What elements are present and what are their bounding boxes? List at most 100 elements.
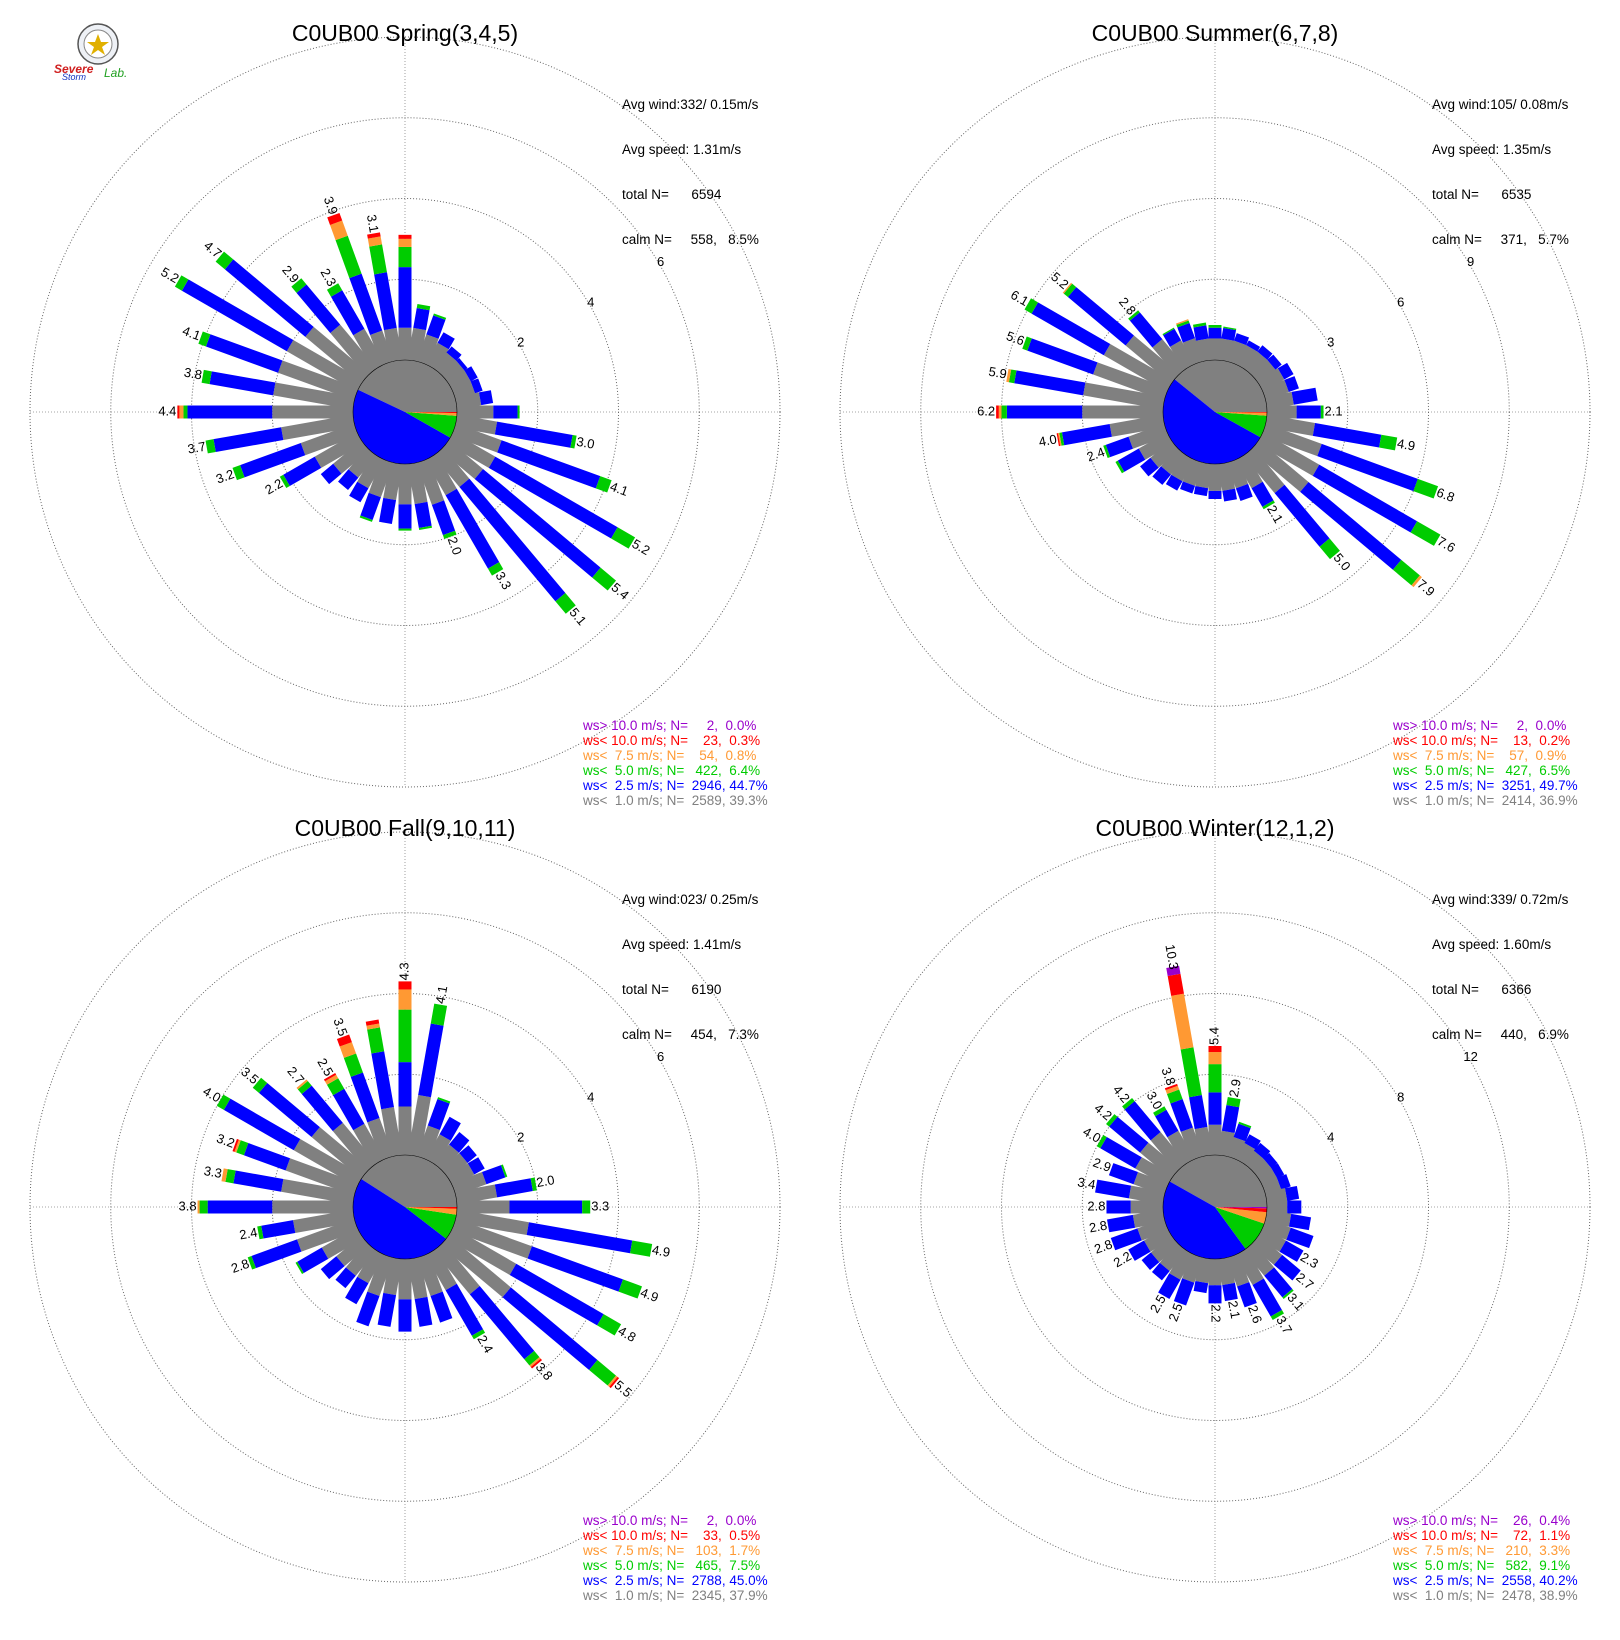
rose-bar-segment [1235, 1142, 1256, 1166]
calm-n: calm N= 454, 7.3% [622, 1027, 759, 1042]
rose-bar-segment [1171, 453, 1195, 482]
calm-pie-slice [1163, 1181, 1246, 1260]
rose-bar-segment [1170, 1099, 1193, 1132]
rose-bar-segment [357, 453, 385, 489]
calm-pie-slice [1215, 412, 1267, 438]
rose-bar-segment [1287, 1200, 1302, 1214]
rose-bar-segment [1151, 1262, 1170, 1281]
rose-bar-segment [327, 212, 343, 225]
rose-bar-segment [279, 474, 290, 489]
rose-bar-segment [381, 1106, 403, 1157]
rose-bar-segment [529, 1357, 541, 1367]
rose-bar-segment [398, 1299, 412, 1332]
rose-bar-segment [442, 530, 457, 539]
rose-bar-segment [1234, 333, 1250, 346]
rose-bar-segment [592, 567, 617, 591]
rose-bar-segment [187, 405, 273, 419]
radial-tick-label: 8 [1397, 1089, 1404, 1104]
rose-bar-segment [1169, 1248, 1195, 1280]
rose-bar-segment [1265, 414, 1316, 436]
rose-bar-segment [398, 989, 412, 1010]
calm-pie-slice [1215, 1207, 1267, 1224]
calm-circle [352, 359, 458, 465]
rose-bar-segment [1261, 423, 1322, 457]
chart-title: C0UB00 Summer(6,7,8) [1091, 20, 1339, 46]
avg-wind: Avg wind:023/ 0.25m/s [622, 892, 759, 907]
rose-bar-segment [374, 272, 397, 331]
rose-bar-segment [433, 352, 457, 377]
rose-bar-segment [234, 1139, 241, 1153]
rose-bar-segment [293, 1209, 355, 1233]
rose-bar-segment [353, 328, 385, 371]
rose-bar-segment [1115, 460, 1125, 474]
rose-bar-segment [207, 1200, 273, 1214]
rose-bar-segment [1410, 521, 1441, 546]
bar-total-label: 3.8 [179, 1198, 197, 1213]
rose-bar-segment [407, 1257, 428, 1300]
rose-bar-segment [431, 500, 456, 536]
rose-bar-segment [326, 283, 343, 297]
rose-bar-segment [338, 469, 359, 491]
rose-bar-segment [1193, 485, 1209, 497]
rose-bar-segment [179, 405, 184, 419]
rose-bar-segment [1296, 405, 1321, 419]
avg-wind: Avg wind:105/ 0.08m/s [1432, 97, 1569, 112]
rose-bar-segment [1226, 340, 1247, 366]
rose-bar-segment [996, 405, 999, 419]
rose-bar-segment [1208, 327, 1222, 339]
bar-total-label: 4.9 [651, 1242, 671, 1260]
rose-bar-segment [1261, 1218, 1291, 1240]
logo-text-right: Lab. [104, 66, 128, 80]
rose-bar-segment [998, 405, 1002, 419]
rose-bar-segment [1208, 490, 1222, 499]
rose-bar-segment [1159, 1242, 1187, 1272]
rose-bar-segment [366, 1023, 380, 1030]
lab-logo: Severe Storm Lab. [50, 22, 150, 84]
rose-bar-segment [273, 382, 355, 410]
rose-bar-segment [1256, 1227, 1287, 1252]
rose-bar-segment [1152, 466, 1171, 485]
rose-bar-segment [286, 339, 364, 392]
radial-ring [1081, 1073, 1349, 1341]
rose-bar-segment [413, 307, 430, 331]
rose-bar-segment [446, 346, 462, 361]
legend-entry: ws< 7.5 m/s; N= 210, 3.3% [1393, 1543, 1571, 1558]
rose-bar-segment [481, 1165, 506, 1185]
rose-bar-segment [1062, 282, 1073, 294]
rose-bar-segment [1180, 1127, 1204, 1161]
bar-total-label: 4.4 [158, 403, 176, 418]
rose-bar-segment [524, 1350, 540, 1366]
calm-n: calm N= 371, 5.7% [1432, 232, 1569, 247]
rose-bar-segment [283, 456, 322, 487]
rose-bar-segment [311, 1127, 370, 1179]
rose-bar-segment [1267, 354, 1282, 370]
rose-bar-segment [1117, 448, 1146, 472]
rose-bar-segment [320, 1256, 345, 1280]
rose-bar-segment [1320, 405, 1324, 419]
bar-total-label: 3.0 [575, 434, 595, 452]
rose-bar-segment [215, 251, 234, 270]
seal-icon [77, 23, 119, 65]
rose-bar-segment [345, 1276, 369, 1305]
rose-bar-segment [398, 1062, 412, 1107]
rose-bar-segment [1246, 340, 1261, 352]
stats-block: Avg wind:023/ 0.25m/s Avg speed: 1.41m/s… [622, 862, 759, 1072]
rose-bar-segment [349, 273, 383, 336]
rose-bar-segment [305, 326, 370, 384]
bar-total-label: 3.3 [203, 1163, 223, 1181]
rose-bar-segment [494, 421, 573, 448]
rose-bar-segment [1171, 993, 1194, 1050]
rose-bar-segment [233, 1170, 284, 1192]
bar-total-label: 3.7 [186, 439, 206, 457]
rose-bar-segment [326, 1078, 345, 1096]
rose-bar-segment [398, 267, 412, 328]
rose-bar-segment [1221, 327, 1237, 341]
rose-bar-segment [609, 1376, 620, 1389]
rose-bar-segment [398, 327, 412, 360]
rose-bar-segment [258, 1082, 320, 1138]
avg-wind: Avg wind:339/ 0.72m/s [1432, 892, 1569, 907]
avg-speed: Avg speed: 1.60m/s [1432, 937, 1552, 952]
rose-bar-segment [1282, 1289, 1294, 1299]
rose-bar-segment [332, 1122, 377, 1172]
rose-bar-segment [1167, 973, 1184, 996]
